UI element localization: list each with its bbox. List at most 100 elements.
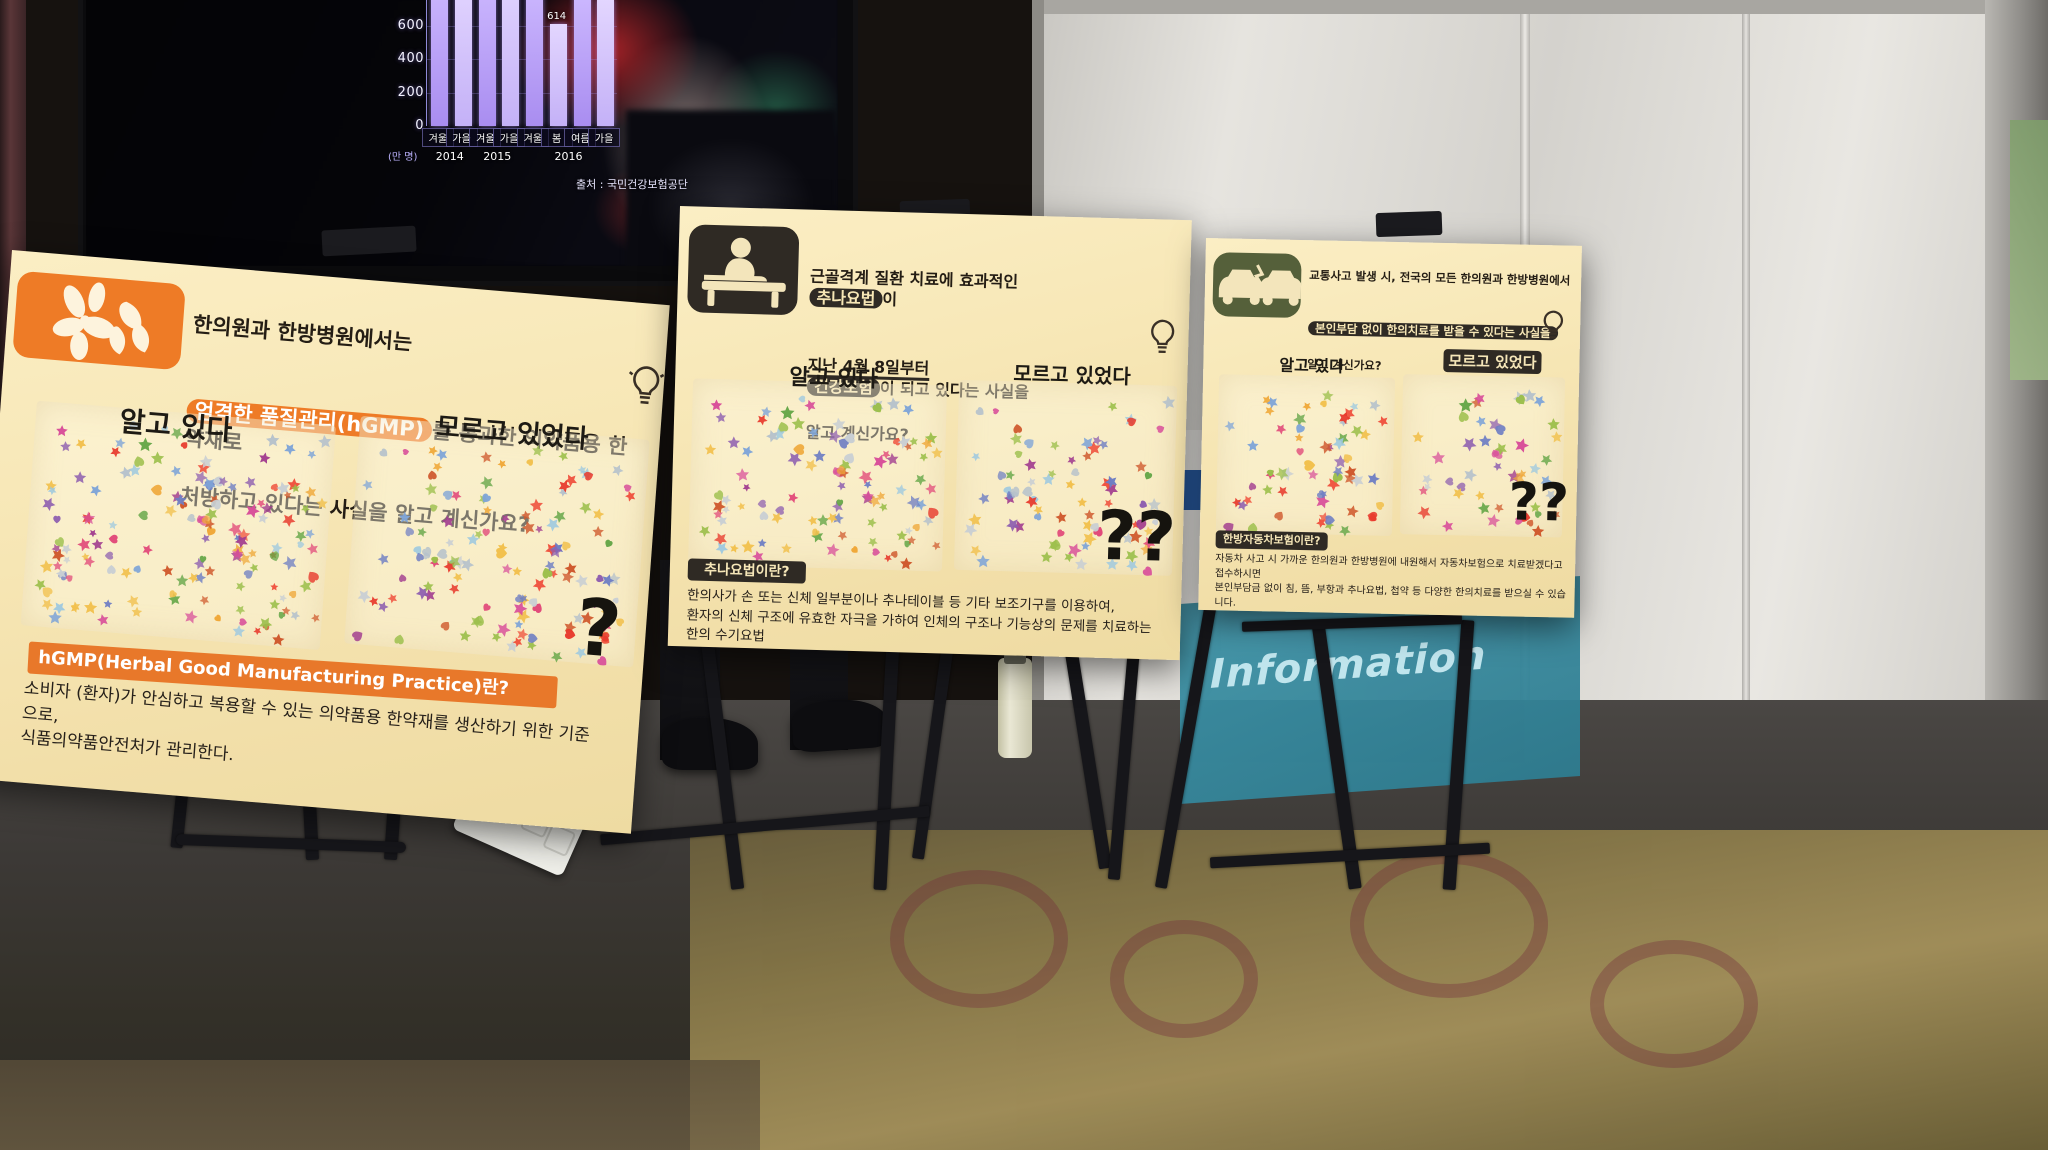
sticker-dot (1003, 464, 1018, 485)
answer-zone-unknown[interactable] (344, 415, 650, 668)
sticker-dot (711, 537, 734, 561)
sticker-dot (290, 527, 312, 545)
sticker-dot (877, 552, 898, 565)
tv-screen: (만 명) 출처 : 국민건강보험공단 0200400600800겨울가을겨울가… (86, 0, 838, 266)
sticker-dot (711, 410, 732, 426)
sticker-dot (1142, 492, 1165, 516)
sticker-dot (253, 613, 276, 637)
sticker-dot (478, 504, 499, 517)
sticker-dot (1544, 485, 1557, 505)
sticker-dot (571, 645, 592, 661)
sticker-dot (899, 555, 914, 575)
sticker-dot (1313, 436, 1337, 459)
sticker-dot (1322, 513, 1342, 528)
sticker-dot (282, 584, 303, 605)
sticker-dot (1485, 412, 1505, 435)
carpet-motif (890, 870, 1068, 1008)
sticker-dot (1130, 455, 1151, 478)
sticker-dot (473, 471, 497, 494)
sticker-dot (1474, 429, 1496, 453)
chart-bar (597, 0, 615, 126)
sticker-dot (724, 430, 746, 454)
herb-flower-icon (12, 270, 186, 371)
chart-x-tick: 가을 (588, 128, 621, 147)
answer-zone-known[interactable] (20, 400, 337, 651)
sticker-dot (561, 625, 583, 644)
sticker-dot (353, 585, 377, 609)
sticker-dot (193, 458, 216, 479)
sticker-dot (965, 540, 988, 563)
sticker-dot (301, 485, 321, 499)
sticker-dot (264, 595, 286, 613)
sticker-dot (105, 560, 118, 579)
sticker-dot (1417, 472, 1438, 487)
sticker-dot (1487, 418, 1511, 440)
sticker-dot (884, 395, 906, 414)
sticker-dot (228, 622, 251, 642)
sticker-dot (168, 460, 185, 482)
sticker-dot (596, 615, 617, 638)
sticker-dot (1074, 537, 1095, 554)
sticker-dot (348, 624, 372, 647)
poster-hgmp[interactable]: 한의원과 한방병원에서는 엄격한 품질관리(hGMP) 를 통과한 의약품용 한약… (0, 250, 670, 834)
sticker-dot (1301, 457, 1322, 474)
sticker-dot (431, 444, 454, 466)
sticker-dot (157, 560, 180, 583)
sticker-dot (307, 445, 317, 464)
sticker-dot (858, 485, 880, 508)
sticker-dot (599, 532, 618, 554)
sticker-dot (960, 519, 984, 543)
sticker-dot (109, 433, 131, 453)
sticker-dot (900, 532, 921, 548)
sticker-dot (513, 594, 532, 603)
sticker-dot (1339, 462, 1363, 484)
sticker-dot (1361, 507, 1382, 524)
sticker-dot (764, 429, 783, 443)
sticker-dot (708, 494, 732, 517)
sticker-dot (1122, 411, 1144, 430)
sticker-dot (913, 446, 933, 467)
question-mark: ?? (1095, 496, 1177, 578)
poster-auto-insurance[interactable]: 교통사고 발생 시, 전국의 모든 한의원과 한방병원에서 본인부담 없이 한의… (1198, 238, 1582, 618)
sticker-dot (1023, 494, 1044, 510)
sticker-dot (805, 510, 820, 531)
wall-panel-seam (1742, 0, 1750, 860)
sticker-dot (299, 523, 320, 544)
sticker-dot (191, 568, 208, 590)
sticker-dot (839, 444, 861, 468)
answer-zone-unknown[interactable] (1399, 374, 1566, 538)
sticker-dot (1545, 509, 1565, 521)
sticker-dot (527, 441, 550, 461)
sticker-dot (598, 568, 617, 590)
sticker-dot (170, 487, 193, 511)
answer-zone-known[interactable] (1215, 374, 1396, 538)
sticker-dot (1422, 478, 1432, 497)
lightbulb-icon (1538, 307, 1569, 350)
chart-value-label: 614 (547, 10, 567, 22)
sticker-dot (59, 569, 80, 588)
sticker-dot (1524, 499, 1546, 517)
sticker-dot (144, 481, 165, 499)
sticker-dot (423, 479, 440, 500)
sticker-dot (1064, 464, 1086, 482)
sticker-dot (550, 508, 571, 525)
sticker-dot (508, 616, 529, 633)
sticker-dot (1131, 515, 1149, 536)
sticker-dot (809, 443, 831, 467)
sticker-dot (317, 433, 334, 454)
sticker-dot (244, 563, 263, 573)
sticker-dot (608, 611, 630, 632)
poster-chuna[interactable]: 근골격계 질환 치료에 효과적인 추나요법 이 지난 4월 8일부터 건강보험 이 … (667, 206, 1192, 661)
sticker-dot (554, 534, 576, 557)
sticker-dot (1122, 557, 1143, 574)
sticker-dot (1102, 397, 1124, 416)
answer-label-unknown: 모르고 있었다 (1013, 361, 1132, 389)
green-wall-strip (2010, 120, 2048, 380)
answer-zone-known[interactable] (687, 378, 948, 572)
sticker-dot (1333, 407, 1357, 429)
answer-zone-unknown[interactable] (953, 379, 1178, 576)
sticker-dot (47, 555, 67, 577)
sticker-dot (1355, 428, 1375, 443)
sticker-dot (166, 590, 183, 611)
sticker-dot (1146, 512, 1164, 533)
